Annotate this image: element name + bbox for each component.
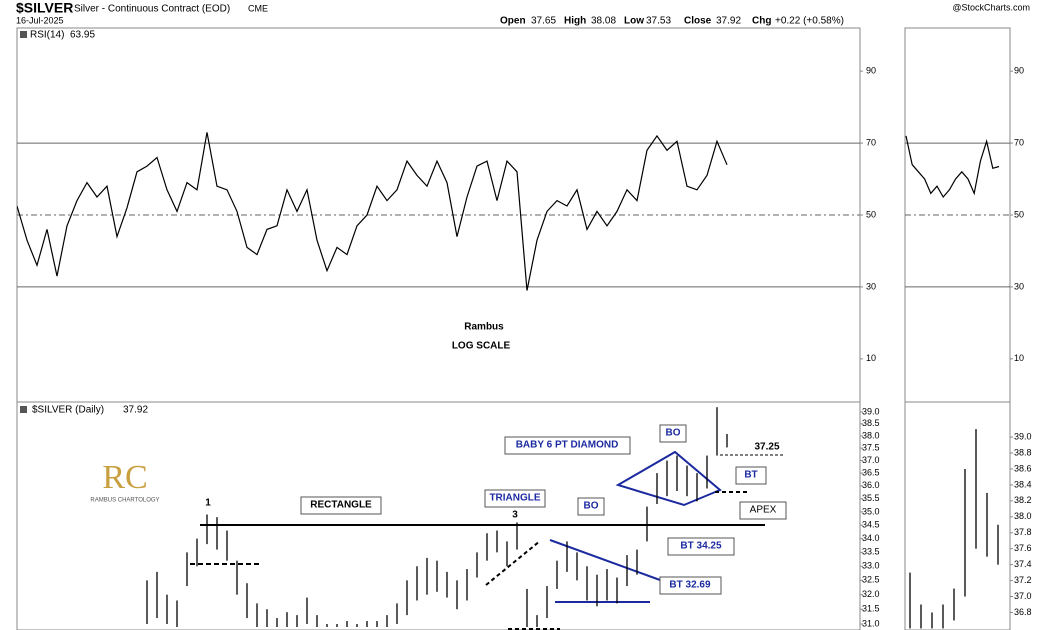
y-tick-label: 37.6 [1014, 543, 1032, 553]
annotation: 1 [205, 498, 211, 509]
callouts [300, 424, 787, 595]
rsi-line [17, 132, 728, 291]
plot-area [146, 407, 728, 628]
rsi-last: 63.95 [70, 30, 95, 41]
y-tick-label: 34.5 [862, 520, 880, 530]
annotation: 37.25 [754, 442, 779, 453]
annotation: 3 [512, 510, 518, 521]
y-tick-label: 10 [866, 353, 876, 363]
y-tick-label: 35.5 [862, 493, 880, 503]
annotation: LOG SCALE [452, 341, 511, 352]
plot-area [17, 132, 860, 291]
annotation: BO [666, 428, 681, 439]
y-tick-label: 36.0 [862, 480, 880, 490]
symbol: $SILVER [16, 0, 73, 16]
source: @StockCharts.com [952, 2, 1030, 12]
y-tick-label: 38.6 [1014, 463, 1032, 473]
annotation: BABY 6 PT DIAMOND [516, 440, 619, 451]
annotation: BT 34.25 [680, 541, 722, 552]
y-tick-label: 50 [866, 209, 876, 219]
y-tick-label: 90 [1014, 66, 1024, 76]
legend-icon [20, 406, 27, 413]
y-tick-label: 70 [1014, 137, 1024, 147]
y-tick-label: 50 [1014, 209, 1024, 219]
mini-frame [904, 27, 1011, 630]
y-tick-label: 37.2 [1014, 575, 1032, 585]
y-tick-label: 32.5 [862, 575, 880, 585]
logo-mark: RC [102, 459, 147, 496]
chg: +0.22 (+0.58%) [775, 16, 844, 27]
y-tick-label: 35.0 [862, 506, 880, 516]
annotation: Rambus [464, 322, 504, 333]
y-tick-label: 37.8 [1014, 527, 1032, 537]
main-frame [16, 27, 861, 630]
y-tick-label: 38.2 [1014, 495, 1032, 505]
y-tick-label: 38.0 [862, 430, 880, 440]
close: 37.92 [716, 16, 741, 27]
chg-label: Chg [752, 16, 771, 27]
price-legend: $SILVER (Daily) [32, 405, 104, 416]
y-tick-label: 70 [866, 137, 876, 147]
annotation: TRIANGLE [489, 493, 540, 504]
y-tick-label: 39.0 [1014, 431, 1032, 441]
y-tick-label: 33.0 [862, 561, 880, 571]
low: 37.53 [646, 16, 671, 27]
annotation: BO [584, 501, 599, 512]
y-tick-label: 32.0 [862, 589, 880, 599]
open-label: Open [500, 16, 526, 27]
low-label: Low [624, 16, 644, 27]
name: Silver - Continuous Contract (EOD) [74, 4, 230, 15]
close-label: Close [684, 16, 712, 27]
y-tick-label: 39.0 [862, 406, 880, 416]
y-tick-label: 38.8 [1014, 447, 1032, 457]
y-tick-label: 37.4 [1014, 559, 1032, 569]
annotation: APEX [750, 505, 777, 516]
plot-area [909, 429, 999, 629]
annotation: BT 32.69 [669, 580, 711, 591]
y-tick-label: 33.5 [862, 547, 880, 557]
y-tick-label: 31.5 [862, 604, 880, 614]
y-tick-label: 36.5 [862, 467, 880, 477]
open: 37.65 [531, 16, 556, 27]
y-tick-label: 37.5 [862, 443, 880, 453]
y-tick-label: 37.0 [1014, 591, 1032, 601]
y-tick-label: 30 [866, 281, 876, 291]
high: 38.08 [591, 16, 616, 27]
date: 16-Jul-2025 [16, 15, 64, 25]
y-tick-label: 34.0 [862, 533, 880, 543]
y-tick-label: 38.0 [1014, 511, 1032, 521]
y-tick-label: 30 [1014, 281, 1024, 291]
exchange: CME [248, 3, 268, 13]
y-tick-label: 90 [866, 66, 876, 76]
y-tick-label: 31.0 [862, 618, 880, 628]
annotation: BT [744, 470, 757, 481]
annotation: RECTANGLE [310, 500, 372, 511]
y-tick-label: 10 [1014, 353, 1024, 363]
plot-area [905, 135, 1010, 288]
price-last: 37.92 [123, 405, 148, 416]
pattern-lines [190, 450, 785, 630]
y-tick-label: 38.5 [862, 418, 880, 428]
y-tick-label: 37.0 [862, 455, 880, 465]
y-tick-label: 38.4 [1014, 479, 1032, 489]
high-label: High [564, 16, 586, 27]
rsi-line [905, 135, 1000, 199]
legend-icon [20, 31, 27, 38]
y-tick-label: 36.8 [1014, 607, 1032, 617]
logo-text: RAMBUS CHARTOLOGY [90, 498, 159, 504]
rsi-legend: RSI(14) [30, 30, 64, 41]
